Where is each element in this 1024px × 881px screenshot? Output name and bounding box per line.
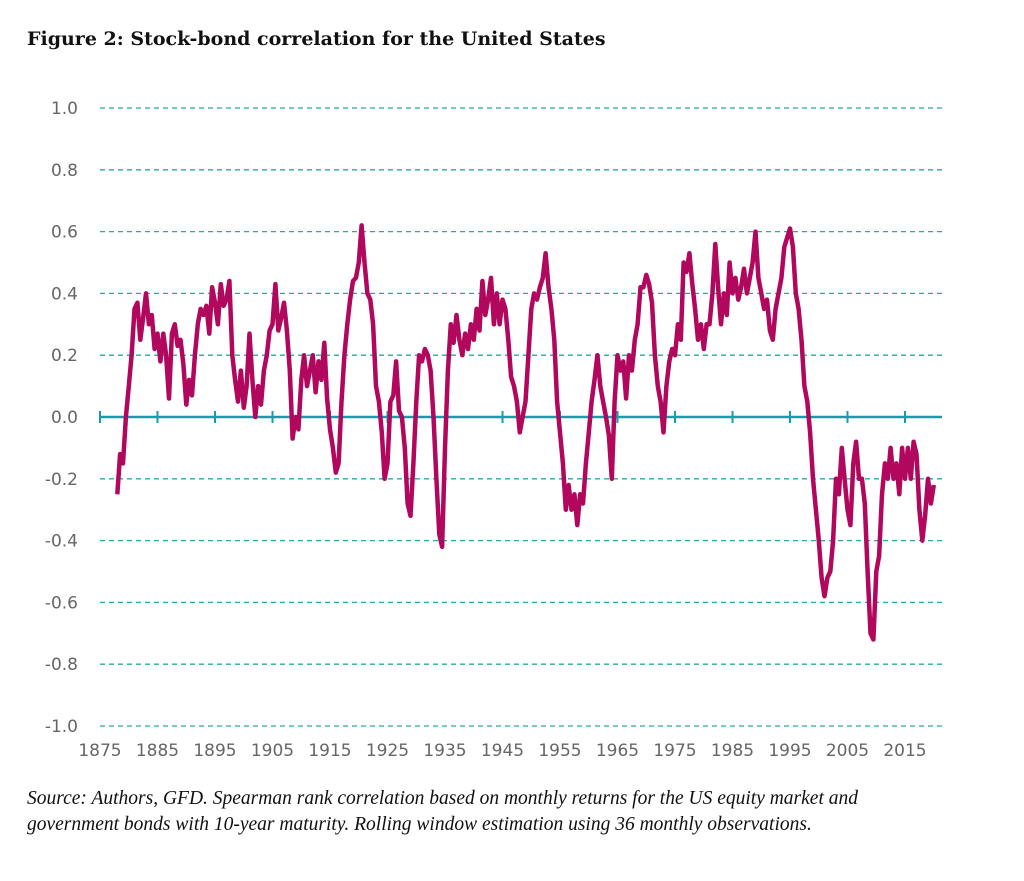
source-line-1: Source: Authors, GFD. Spearman rank corr…: [27, 788, 858, 809]
chart-title: Figure 2: Stock-bond correlation for the…: [27, 28, 606, 50]
x-tick-label: 1925: [366, 741, 409, 761]
y-tick-label: 0.0: [51, 408, 78, 428]
x-tick-label: 1945: [481, 741, 524, 761]
y-axis-ticks: 1.0 0.8 0.6 0.4 0.2 0.0 -0.2 -0.4 -0.6 -0.8 -1.0: [45, 99, 78, 737]
y-tick-label: -0.6: [45, 593, 78, 613]
x-tick-label: 1915: [308, 741, 351, 761]
y-tick-label: 0.2: [51, 346, 78, 366]
x-tick-label: 1905: [251, 741, 294, 761]
y-tick-label: -1.0: [45, 717, 78, 737]
y-tick-label: -0.4: [45, 532, 78, 552]
x-tick-label: 1885: [136, 741, 179, 761]
x-tick-label: 1955: [538, 741, 581, 761]
source-note: Source: Authors, GFD. Spearman rank corr…: [27, 786, 1017, 838]
x-tick-label: 1935: [423, 741, 466, 761]
source-line-2: government bonds with 10-year maturity. …: [27, 814, 812, 835]
y-tick-label: 0.6: [51, 223, 78, 243]
correlation-line: [115, 223, 937, 642]
y-tick-label: 0.8: [51, 161, 78, 181]
x-tick-label: 1985: [711, 741, 754, 761]
y-tick-label: 1.0: [51, 99, 78, 119]
x-tick-label: 1895: [193, 741, 236, 761]
x-axis-ticks: 1875 1885 1895 1905 1915 1925 1935 1945 1955 1965…: [78, 741, 926, 761]
y-tick-label: 0.4: [51, 284, 78, 304]
x-tick-label: 1995: [768, 741, 811, 761]
x-tick-label: 2015: [883, 741, 926, 761]
y-tick-label: -0.8: [45, 655, 78, 675]
x-tick-label: 1875: [78, 741, 121, 761]
x-tick-label: 2005: [826, 741, 869, 761]
x-tick-label: 1975: [653, 741, 696, 761]
y-tick-label: -0.2: [45, 470, 78, 490]
x-tick-label: 1965: [596, 741, 639, 761]
